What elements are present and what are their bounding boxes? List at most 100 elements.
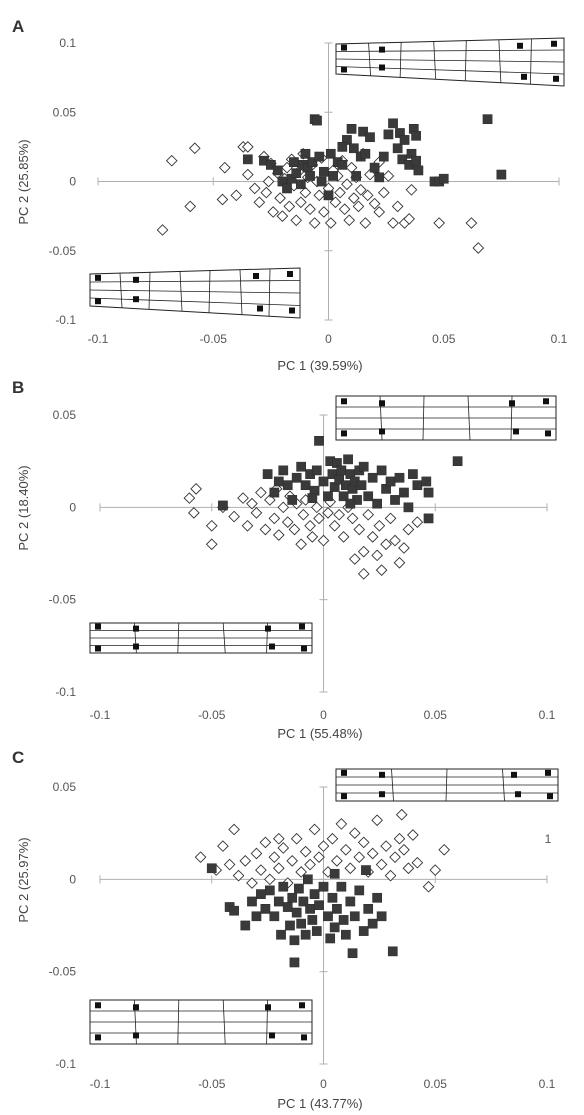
filled-square-point: [349, 143, 359, 154]
filled-square-point: [372, 892, 382, 903]
filled-square-point: [423, 487, 434, 498]
filled-square-point: [314, 900, 324, 911]
filled-square-point: [408, 469, 418, 479]
open-diamond-point: [331, 855, 343, 867]
open-diamond-point: [357, 545, 370, 558]
x-tick-label: 0.1: [539, 1077, 556, 1091]
open-diamond-point: [304, 858, 316, 871]
open-diamond-point: [304, 519, 316, 532]
inset-col-line: [208, 270, 211, 313]
panel-b-insets: [89, 395, 557, 654]
open-diamond-point: [313, 189, 326, 202]
filled-square-point: [358, 461, 369, 472]
open-diamond-point: [297, 508, 310, 521]
panel-a: A -0.1 -0.05 0 0.05 0.1 -0.1 -0.05 0 0.05 0.1 PC …: [12, 17, 568, 373]
open-diamond-point: [313, 851, 325, 864]
inset-landmark: [341, 398, 347, 405]
open-diamond-point: [328, 519, 341, 532]
open-diamond-point: [272, 832, 285, 845]
filled-square-point: [399, 487, 409, 498]
y-tick-label: -0.1: [55, 1057, 76, 1071]
panel-b-y-axis-label: PC 2 (18.40%): [16, 465, 31, 550]
open-diamond-point: [295, 196, 307, 209]
inset-landmark: [379, 46, 385, 53]
open-diamond-point: [368, 197, 381, 210]
filled-square-point: [282, 902, 293, 912]
filled-square-point: [319, 166, 329, 177]
inset-landmark: [301, 645, 307, 652]
filled-square-point: [338, 915, 349, 925]
open-diamond-point: [348, 827, 361, 840]
open-diamond-point: [398, 542, 410, 554]
open-diamond-point: [322, 507, 334, 519]
filled-square-point: [385, 476, 396, 487]
inset-row-line: [335, 58, 565, 63]
open-diamond-point: [281, 516, 294, 528]
open-diamond-point: [324, 217, 337, 229]
inset-col-line: [445, 768, 448, 802]
filled-square-point: [300, 148, 311, 159]
open-diamond-point: [299, 845, 312, 858]
panel-a-y-axis-label: PC 2 (25.85%): [16, 139, 31, 224]
panel-b-axes: -0.1 -0.05 0 0.05 0.1 -0.1 -0.05 0 0.05: [49, 408, 556, 722]
open-diamond-point: [317, 840, 330, 852]
filled-square-point: [276, 929, 286, 940]
inset-landmark: [379, 400, 385, 407]
filled-square-point: [325, 933, 336, 944]
inset-landmark: [265, 1004, 271, 1011]
filled-square-point: [336, 881, 347, 892]
open-diamond-point: [389, 534, 401, 547]
open-diamond-point: [217, 840, 229, 852]
inset-col-line: [177, 999, 180, 1045]
open-diamond-point: [352, 200, 365, 213]
open-diamond-point: [188, 507, 200, 519]
open-diamond-point: [384, 512, 397, 525]
open-diamond-point: [250, 847, 263, 860]
panel-a-axes: -0.1 -0.05 0 0.05 0.1 -0.1 -0.05 0 0.05 0.1: [49, 36, 568, 346]
open-diamond-point: [402, 862, 415, 875]
filled-square-point: [399, 135, 410, 145]
panel-c-y-axis-label: PC 2 (25.97%): [16, 837, 31, 922]
open-diamond-point: [338, 203, 351, 216]
inset-landmark: [299, 623, 305, 630]
filled-square-point: [327, 892, 338, 903]
y-tick-label: 0: [69, 175, 76, 189]
x-tick-label: 0: [325, 332, 332, 346]
filled-square-point: [341, 929, 351, 940]
inset-row-line: [89, 280, 301, 283]
filled-square-point: [291, 907, 302, 918]
filled-square-point: [325, 148, 336, 159]
filled-square-point: [347, 948, 358, 959]
open-diamond-point: [308, 823, 321, 836]
filled-square-point: [397, 154, 408, 165]
open-diamond-point: [274, 192, 286, 204]
x-tick-label: 0.1: [539, 708, 556, 722]
filled-square-point: [272, 165, 283, 176]
filled-square-point: [273, 476, 284, 487]
inset-col-line: [222, 999, 226, 1045]
filled-square-point: [367, 918, 378, 929]
open-diamond-point: [411, 516, 424, 528]
inset-col-line: [368, 43, 371, 76]
filled-square-point: [376, 911, 387, 922]
open-diamond-point: [277, 842, 290, 854]
panel-c-insets: [89, 768, 559, 1045]
inset-col-line: [148, 272, 151, 310]
inset-landmark: [95, 623, 101, 630]
open-diamond-point: [268, 512, 281, 525]
open-diamond-point: [246, 877, 258, 889]
filled-square-point: [296, 918, 306, 929]
open-diamond-point: [205, 538, 218, 551]
open-diamond-point: [230, 189, 243, 202]
panel-c-axes: -0.1 -0.05 0 0.05 0.1 -0.1 -0.05 0 0.05: [49, 780, 556, 1091]
inset-landmark: [543, 398, 549, 405]
open-diamond-point: [259, 523, 272, 536]
panel-b-points: [183, 436, 463, 580]
inset-landmark: [133, 625, 139, 632]
open-diamond-point: [218, 161, 231, 174]
panel-a-inset-top-right: [335, 37, 565, 87]
panel-a-inset-bottom-left: [89, 267, 301, 319]
filled-square-point: [289, 957, 300, 968]
open-diamond-point: [272, 862, 285, 875]
open-diamond-point: [375, 564, 388, 576]
